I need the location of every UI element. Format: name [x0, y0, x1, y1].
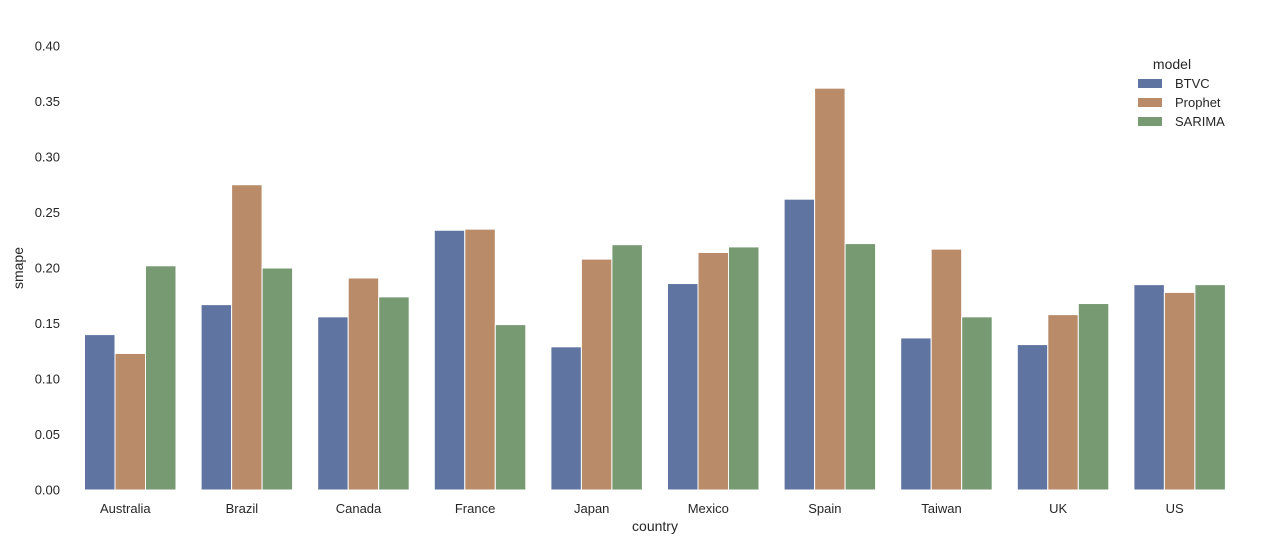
bar-btvc-taiwan	[900, 337, 932, 491]
y-tick-label: 0.15	[35, 316, 60, 331]
legend-swatch-btvc	[1138, 79, 1162, 88]
legend-label-sarima: SARIMA	[1175, 114, 1225, 129]
x-tick-label: Mexico	[688, 501, 729, 516]
bar-prophet-us	[1163, 291, 1196, 491]
x-tick-label: Brazil	[226, 501, 259, 516]
bar-sarima-australia	[145, 265, 177, 491]
bar-btvc-brazil	[200, 304, 233, 491]
legend: model BTVC Prophet SARIMA	[1138, 56, 1225, 129]
bar-btvc-canada	[317, 316, 349, 491]
bar-sarima-france	[494, 324, 527, 491]
bar-prophet-spain	[814, 87, 846, 491]
bar-sarima-brazil	[261, 267, 294, 491]
y-tick-label: 0.40	[35, 39, 60, 54]
x-tick-label: US	[1166, 501, 1184, 516]
x-tick-label: Australia	[100, 501, 151, 516]
x-tick-label: UK	[1049, 501, 1067, 516]
x-tick-label: Japan	[574, 501, 609, 516]
x-axis-label: country	[632, 518, 678, 534]
bar-sarima-uk	[1077, 303, 1110, 491]
bar-prophet-france	[464, 228, 496, 491]
y-tick-label: 0.20	[35, 261, 60, 276]
bar-prophet-brazil	[231, 184, 263, 491]
x-tick-label: Taiwan	[921, 501, 961, 516]
legend-label-btvc: BTVC	[1175, 76, 1210, 91]
bar-prophet-canada	[347, 277, 380, 491]
bar-sarima-us	[1194, 284, 1226, 491]
bar-prophet-uk	[1047, 314, 1079, 491]
bar-sarima-mexico	[728, 246, 760, 491]
bar-prophet-australia	[114, 352, 146, 491]
y-axis-label: smape	[10, 247, 26, 289]
y-tick-label: 0.25	[35, 205, 60, 220]
bar-btvc-australia	[84, 334, 116, 491]
y-tick-label: 0.00	[35, 483, 60, 498]
x-tick-label: Canada	[336, 501, 382, 516]
y-axis: 0.00 0.05 0.10 0.15 0.20 0.25 0.30 0.35 0.40	[35, 39, 60, 498]
bar-sarima-spain	[844, 243, 877, 491]
x-tick-label: France	[455, 501, 495, 516]
bars	[84, 87, 1226, 491]
bar-sarima-taiwan	[961, 316, 993, 491]
x-tick-label: Spain	[808, 501, 841, 516]
bar-sarima-canada	[378, 296, 410, 491]
bar-sarima-japan	[611, 244, 643, 491]
bar-btvc-spain	[783, 198, 816, 491]
y-tick-label: 0.30	[35, 150, 60, 165]
bar-btvc-japan	[550, 346, 582, 491]
x-axis: Australia Brazil Canada France Japan Mexico Sp…	[100, 501, 1184, 516]
bar-btvc-uk	[1016, 344, 1049, 491]
bar-btvc-mexico	[667, 283, 699, 491]
legend-label-prophet: Prophet	[1175, 95, 1221, 110]
bar-prophet-taiwan	[930, 248, 963, 491]
legend-title: model	[1153, 56, 1191, 72]
y-tick-label: 0.35	[35, 94, 60, 109]
y-tick-label: 0.10	[35, 372, 60, 387]
bar-prophet-japan	[580, 258, 613, 491]
bar-prophet-mexico	[697, 251, 729, 491]
legend-swatch-sarima	[1138, 117, 1162, 126]
legend-swatch-prophet	[1138, 98, 1162, 107]
bar-btvc-us	[1133, 284, 1165, 491]
y-tick-label: 0.05	[35, 427, 60, 442]
bar-btvc-france	[433, 229, 466, 491]
